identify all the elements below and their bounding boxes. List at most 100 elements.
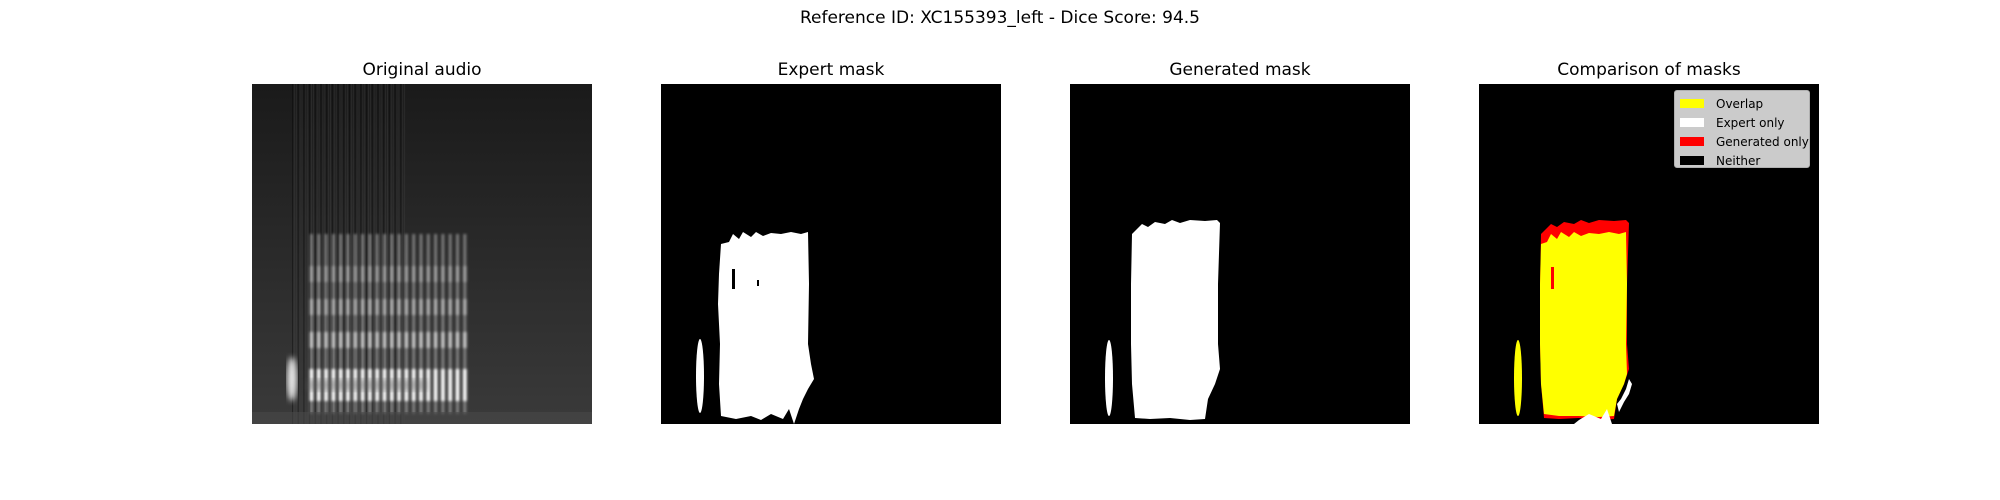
harmonic-band <box>455 266 460 282</box>
harmonic-stripe <box>463 234 467 414</box>
harmonic-band <box>440 332 445 348</box>
panel-title-original-audio: Original audio <box>362 60 482 80</box>
harmonic-band <box>331 332 336 348</box>
harmonic-band <box>455 369 460 401</box>
noise-streak <box>316 84 318 424</box>
harmonic-band <box>455 332 460 348</box>
harmonic-band <box>433 369 438 401</box>
harmonic-band <box>426 369 431 401</box>
noise-streak <box>320 84 322 424</box>
harmonic-stripe <box>441 234 445 414</box>
harmonic-band <box>316 299 321 315</box>
harmonic-band <box>367 299 372 315</box>
noise-streak <box>309 84 311 424</box>
harmonic-band <box>382 332 387 348</box>
harmonic-band <box>309 332 314 348</box>
noise-streak <box>322 84 324 424</box>
harmonic-band <box>338 332 343 348</box>
noise-streak <box>396 84 398 424</box>
noise-streak <box>381 84 383 424</box>
harmonic-band <box>324 299 329 315</box>
legend: Overlap Expert only Generated only Neith… <box>1674 90 1810 168</box>
harmonic-stripe <box>383 234 386 414</box>
harmonic-band <box>353 332 358 348</box>
legend-label-overlap: Overlap <box>1716 96 1764 111</box>
noise-streak <box>358 84 360 424</box>
harmonic-stripe <box>317 234 321 414</box>
panel-title-generated-mask: Generated mask <box>1169 60 1311 80</box>
harmonic-band <box>346 332 350 348</box>
harmonic-band <box>338 299 343 315</box>
harmonic-stripe <box>368 234 372 414</box>
noise-streak <box>303 84 305 424</box>
harmonic-band <box>397 266 402 282</box>
harmonic-stripe <box>331 234 335 414</box>
harmonic-band <box>309 266 314 282</box>
harmonic-stripe <box>375 234 379 414</box>
harmonic-stripe <box>353 234 357 414</box>
noise-streak <box>360 84 362 424</box>
harmonic-band <box>389 332 394 348</box>
harmonic-band <box>367 332 372 348</box>
noise-streak <box>328 84 330 424</box>
noise-streak <box>366 84 368 424</box>
harmonic-band <box>419 266 423 282</box>
noise-streak <box>314 84 316 424</box>
harmonic-band <box>375 332 380 348</box>
harmonic-band <box>382 266 387 282</box>
legend-item-overlap: Overlap <box>1675 94 1809 113</box>
harmonic-stripe <box>390 234 394 414</box>
harmonic-band <box>455 299 460 315</box>
harmonic-band <box>419 332 423 348</box>
harmonic-band <box>309 299 314 315</box>
legend-swatch-overlap <box>1680 99 1704 108</box>
noise-streak <box>387 84 388 424</box>
noise-streak <box>305 84 307 424</box>
harmonic-band <box>462 266 467 282</box>
harmonic-stripe <box>434 234 438 414</box>
noise-streak <box>356 84 358 424</box>
noise-streak <box>345 84 347 424</box>
harmonic-band <box>331 299 336 315</box>
harmonic-stripe <box>361 234 365 414</box>
harmonic-band <box>404 299 409 315</box>
harmonic-band <box>375 266 380 282</box>
noise-streak <box>371 84 373 424</box>
harmonic-band <box>324 266 329 282</box>
expert-mask-image <box>661 84 1001 424</box>
harmonic-band <box>360 332 365 348</box>
harmonic-band <box>360 299 365 315</box>
harmonic-band <box>346 266 350 282</box>
harmonic-band <box>367 266 372 282</box>
harmonic-band <box>419 299 423 315</box>
noise-streak <box>394 84 396 424</box>
noise-streak <box>343 84 345 424</box>
noise-streak <box>312 84 314 424</box>
harmonic-stripe <box>419 234 423 414</box>
harmonic-stripe <box>404 234 408 414</box>
noise-streak <box>293 84 295 424</box>
legend-item-expert-only: Expert only <box>1675 113 1809 132</box>
harmonic-stripe <box>412 234 416 414</box>
harmonic-band <box>353 299 358 315</box>
noise-streak <box>297 84 299 424</box>
legend-swatch-generated-only <box>1680 137 1704 146</box>
harmonic-band <box>448 332 453 348</box>
harmonic-band <box>448 266 453 282</box>
harmonic-stripe <box>448 234 452 414</box>
noise-streak <box>299 84 301 424</box>
harmonic-band <box>433 299 438 315</box>
harmonic-band <box>426 266 431 282</box>
harmonic-band <box>411 332 416 348</box>
harmonic-band <box>448 299 453 315</box>
harmonic-stripe <box>397 234 401 414</box>
generated-mask-image <box>1070 84 1410 424</box>
harmonic-stripe <box>346 234 350 414</box>
harmonic-band <box>389 266 394 282</box>
harmonic-band <box>397 332 402 348</box>
harmonic-band <box>462 332 467 348</box>
panel-title-comparison: Comparison of masks <box>1557 60 1741 80</box>
noise-streak <box>364 84 366 424</box>
harmonic-band <box>324 332 329 348</box>
noise-streak <box>402 84 404 424</box>
